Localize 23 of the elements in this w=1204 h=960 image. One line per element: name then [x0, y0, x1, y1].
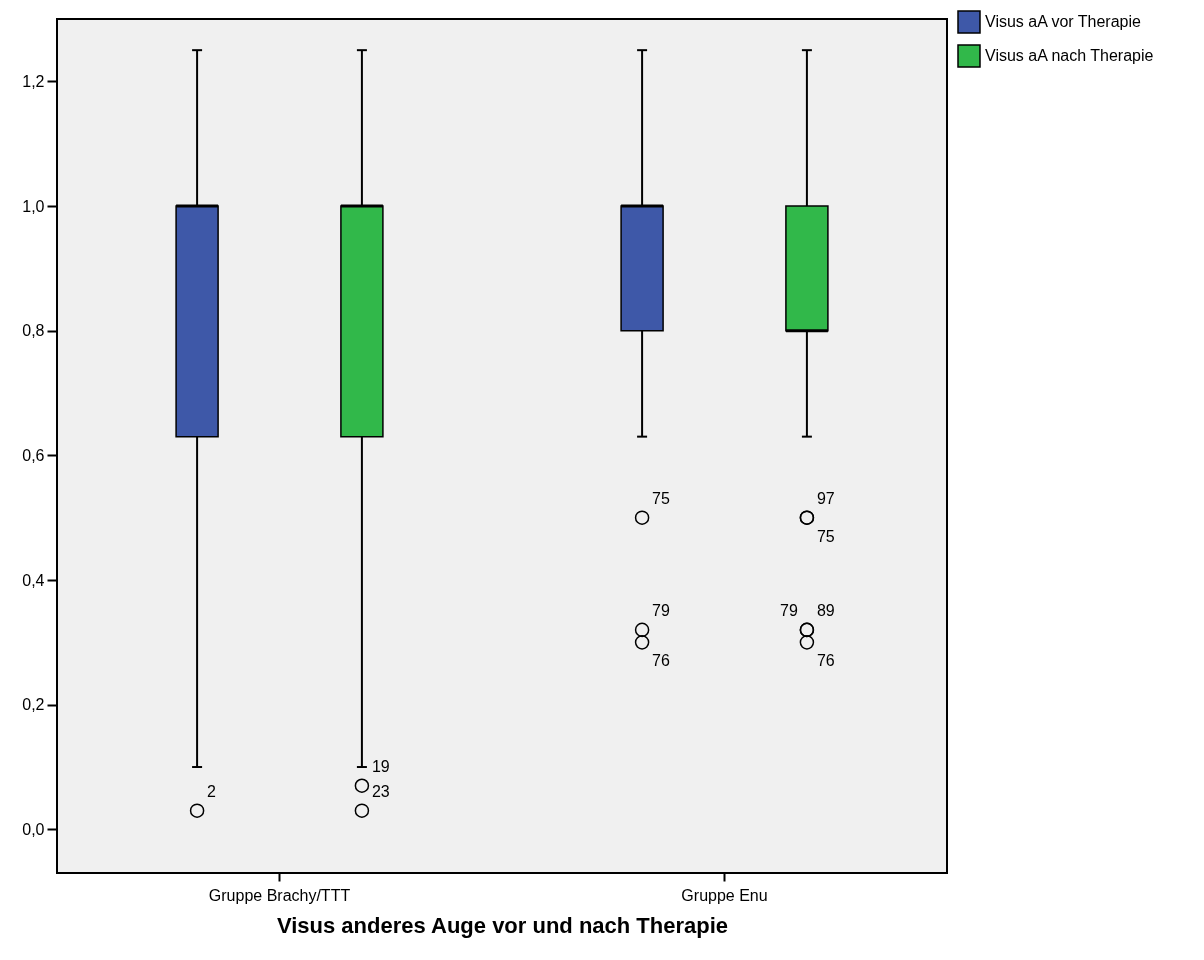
annotation: 75 [816, 527, 835, 545]
x-tick-label: Gruppe Brachy/TTT [208, 886, 351, 904]
y-tick-label: 1,2 [22, 72, 45, 90]
legend-label: Visus aA vor Therapie [985, 13, 1142, 30]
y-tick-label: 0,4 [22, 571, 45, 589]
annotation: 97 [816, 489, 835, 507]
y-tick-label: 0,2 [22, 696, 45, 714]
y-tick-label: 0,8 [22, 322, 45, 340]
x-tick-label: Gruppe Enu [681, 886, 768, 904]
annotation: 76 [816, 652, 835, 670]
annotation: 23 [371, 782, 390, 800]
y-tick-label: 1,0 [22, 197, 45, 215]
y-tick-label: 0,0 [22, 820, 45, 838]
annotation: 79 [652, 601, 670, 619]
y-tick-label: 0,6 [22, 446, 45, 464]
annotation: 89 [816, 601, 835, 619]
annotation: 76 [652, 652, 670, 670]
x-axis-title: Visus anderes Auge vor und nach Therapie [276, 912, 729, 938]
annotation: 75 [652, 489, 670, 507]
annotation: 19 [371, 757, 390, 775]
legend-label: Visus aA nach Therapie [985, 47, 1154, 64]
annotation: 79 [780, 601, 799, 619]
annotation: 2 [207, 782, 217, 800]
